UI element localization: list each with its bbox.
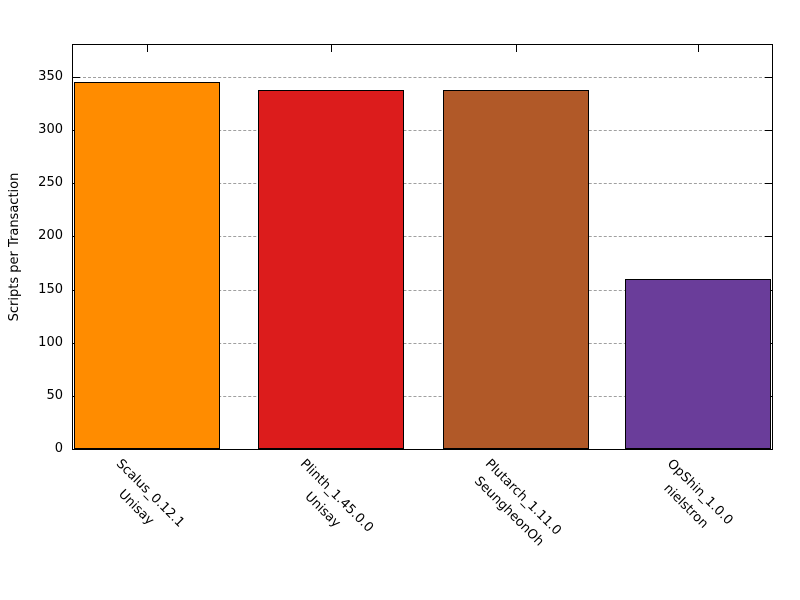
gridline bbox=[73, 289, 772, 291]
bar bbox=[74, 82, 220, 449]
y-tick-label: 300 bbox=[38, 122, 63, 138]
gridline bbox=[73, 183, 772, 185]
x-tick-label: OpShin_1.0.0 nielstron bbox=[648, 455, 737, 544]
x-tick-mark-top bbox=[331, 45, 332, 52]
y-tick-label: 100 bbox=[38, 334, 63, 350]
bar bbox=[443, 89, 589, 449]
y-tick-mark-right bbox=[765, 236, 772, 238]
x-tick-label: Plinth_1.45.0.0 Unisay bbox=[281, 455, 378, 552]
bar bbox=[625, 278, 771, 449]
y-tick-label: 0 bbox=[54, 441, 63, 456]
x-tick-mark-top bbox=[698, 45, 699, 52]
plot-area bbox=[72, 44, 773, 450]
y-tick-mark-right bbox=[765, 76, 772, 78]
y-tick-mark-left bbox=[73, 76, 80, 78]
y-tick-mark-right bbox=[765, 183, 772, 185]
y-tick-label: 200 bbox=[38, 228, 63, 244]
x-tick-mark-top bbox=[147, 45, 148, 52]
y-tick-label: 50 bbox=[46, 387, 63, 403]
x-tick-label: Plutarch_1.11.0 SeungheonOh bbox=[466, 455, 566, 555]
gridline bbox=[73, 236, 772, 238]
gridline bbox=[73, 342, 772, 344]
gridline bbox=[73, 395, 772, 397]
gridline bbox=[73, 130, 772, 132]
y-tick-label: 350 bbox=[38, 68, 63, 84]
gridline bbox=[73, 76, 772, 78]
y-tick-label: 150 bbox=[38, 281, 63, 297]
x-tick-mark-top bbox=[516, 45, 517, 52]
y-tick-mark-right bbox=[765, 130, 772, 132]
y-tick-label: 250 bbox=[38, 175, 63, 191]
x-tick-label: Scalus_0.12.1 Unisay bbox=[97, 455, 189, 547]
bar bbox=[258, 89, 404, 449]
